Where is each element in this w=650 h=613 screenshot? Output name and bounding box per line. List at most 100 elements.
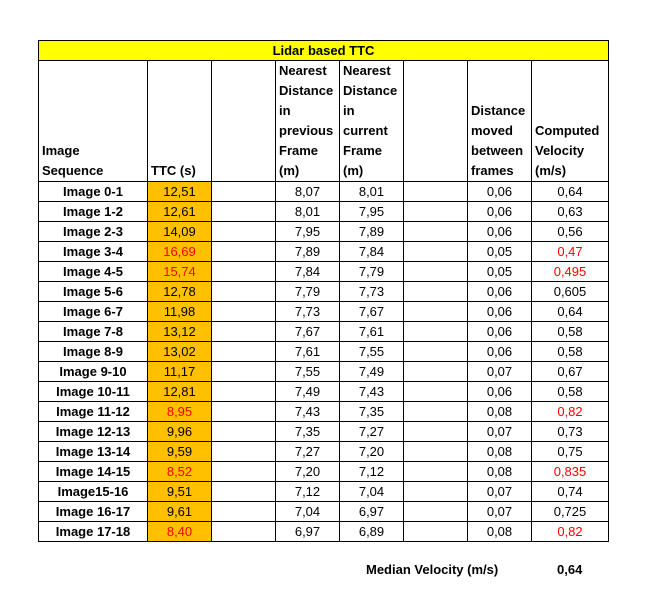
blank-cell [403, 301, 468, 322]
nearest-curr-value: 7,43 [339, 381, 404, 402]
blank-cell [211, 241, 276, 262]
nearest-prev-value: 7,95 [275, 221, 340, 242]
distance-moved-value: 0,08 [467, 441, 532, 462]
blank-cell [211, 281, 276, 302]
table-row: Image 14-15 8,52 7,20 7,12 0,08 0,835 [38, 461, 609, 482]
blank-cell [211, 401, 276, 422]
nearest-curr-value: 7,12 [339, 461, 404, 482]
nearest-curr-value: 7,35 [339, 401, 404, 422]
header-nearest-prev: Nearest Distance in previous Frame (m) [275, 60, 340, 182]
table-row: Image 6-7 11,98 7,73 7,67 0,06 0,64 [38, 301, 609, 322]
blank-cell [211, 181, 276, 202]
row-label: Image 6-7 [38, 301, 148, 322]
nearest-curr-value: 7,04 [339, 481, 404, 502]
velocity-value: 0,74 [531, 481, 609, 502]
blank-cell [403, 481, 468, 502]
ttc-value: 11,17 [147, 361, 212, 382]
distance-moved-value: 0,08 [467, 521, 532, 542]
blank-cell [403, 421, 468, 442]
blank-cell [211, 501, 276, 522]
header-ttc: TTC (s) [147, 60, 212, 182]
table-row: Image 17-18 8,40 6,97 6,89 0,08 0,82 [38, 521, 609, 542]
header-row: Image Sequence TTC (s) Nearest Distance … [38, 60, 609, 182]
nearest-prev-value: 7,61 [275, 341, 340, 362]
table-row: Image 8-9 13,02 7,61 7,55 0,06 0,58 [38, 341, 609, 362]
row-label: Image 9-10 [38, 361, 148, 382]
header-nearest-curr: Nearest Distance in current Frame (m) [339, 60, 404, 182]
blank-cell [403, 361, 468, 382]
nearest-curr-value: 8,01 [339, 181, 404, 202]
ttc-value: 8,95 [147, 401, 212, 422]
velocity-value: 0,64 [531, 181, 609, 202]
velocity-value: 0,58 [531, 321, 609, 342]
distance-moved-value: 0,08 [467, 401, 532, 422]
distance-moved-value: 0,07 [467, 361, 532, 382]
ttc-value: 9,59 [147, 441, 212, 462]
nearest-curr-value: 6,89 [339, 521, 404, 542]
table-title: Lidar based TTC [38, 40, 609, 61]
ttc-value: 9,96 [147, 421, 212, 442]
distance-moved-value: 0,06 [467, 341, 532, 362]
row-label: Image15-16 [38, 481, 148, 502]
table-row: Image 1-2 12,61 8,01 7,95 0,06 0,63 [38, 201, 609, 222]
blank-cell [211, 381, 276, 402]
nearest-prev-value: 8,01 [275, 201, 340, 222]
median-velocity-label: Median Velocity (m/s) [366, 562, 499, 577]
blank-cell [403, 441, 468, 462]
nearest-prev-value: 7,67 [275, 321, 340, 342]
blank-cell [211, 521, 276, 542]
header-distance-moved: Distance moved between frames [467, 60, 532, 182]
distance-moved-value: 0,07 [467, 481, 532, 502]
ttc-value: 11,98 [147, 301, 212, 322]
blank-cell [403, 501, 468, 522]
header-blank [211, 60, 276, 182]
ttc-value: 14,09 [147, 221, 212, 242]
header-image-sequence: Image Sequence [38, 60, 148, 182]
velocity-value: 0,75 [531, 441, 609, 462]
header-blank-2 [403, 60, 468, 182]
nearest-curr-value: 7,95 [339, 201, 404, 222]
distance-moved-value: 0,06 [467, 301, 532, 322]
blank-cell [211, 301, 276, 322]
distance-moved-value: 0,05 [467, 261, 532, 282]
distance-moved-value: 0,06 [467, 381, 532, 402]
velocity-value: 0,835 [531, 461, 609, 482]
row-label: Image 16-17 [38, 501, 148, 522]
ttc-value: 9,61 [147, 501, 212, 522]
blank-cell [211, 421, 276, 442]
nearest-prev-value: 7,55 [275, 361, 340, 382]
blank-cell [211, 321, 276, 342]
distance-moved-value: 0,06 [467, 221, 532, 242]
distance-moved-value: 0,06 [467, 201, 532, 222]
blank-cell [403, 221, 468, 242]
blank-cell [403, 201, 468, 222]
nearest-curr-value: 7,49 [339, 361, 404, 382]
table-row: Image 16-17 9,61 7,04 6,97 0,07 0,725 [38, 501, 609, 522]
velocity-value: 0,67 [531, 361, 609, 382]
distance-moved-value: 0,07 [467, 421, 532, 442]
blank-cell [403, 261, 468, 282]
row-label: Image 5-6 [38, 281, 148, 302]
nearest-prev-value: 7,89 [275, 241, 340, 262]
row-label: Image 4-5 [38, 261, 148, 282]
table-row: Image 2-3 14,09 7,95 7,89 0,06 0,56 [38, 221, 609, 242]
table-row: Image 4-5 15,74 7,84 7,79 0,05 0,495 [38, 261, 609, 282]
nearest-prev-value: 7,04 [275, 501, 340, 522]
nearest-prev-value: 7,84 [275, 261, 340, 282]
nearest-curr-value: 7,89 [339, 221, 404, 242]
velocity-value: 0,63 [531, 201, 609, 222]
table-row: Image 7-8 13,12 7,67 7,61 0,06 0,58 [38, 321, 609, 342]
velocity-value: 0,725 [531, 501, 609, 522]
header-velocity: Computed Velocity (m/s) [531, 60, 609, 182]
ttc-value: 15,74 [147, 261, 212, 282]
velocity-value: 0,605 [531, 281, 609, 302]
table-row: Image 5-6 12,78 7,79 7,73 0,06 0,605 [38, 281, 609, 302]
velocity-value: 0,64 [531, 301, 609, 322]
blank-cell [211, 261, 276, 282]
row-label: Image 0-1 [38, 181, 148, 202]
ttc-value: 12,61 [147, 201, 212, 222]
distance-moved-value: 0,07 [467, 501, 532, 522]
nearest-curr-value: 7,73 [339, 281, 404, 302]
nearest-curr-value: 7,20 [339, 441, 404, 462]
blank-cell [211, 481, 276, 502]
